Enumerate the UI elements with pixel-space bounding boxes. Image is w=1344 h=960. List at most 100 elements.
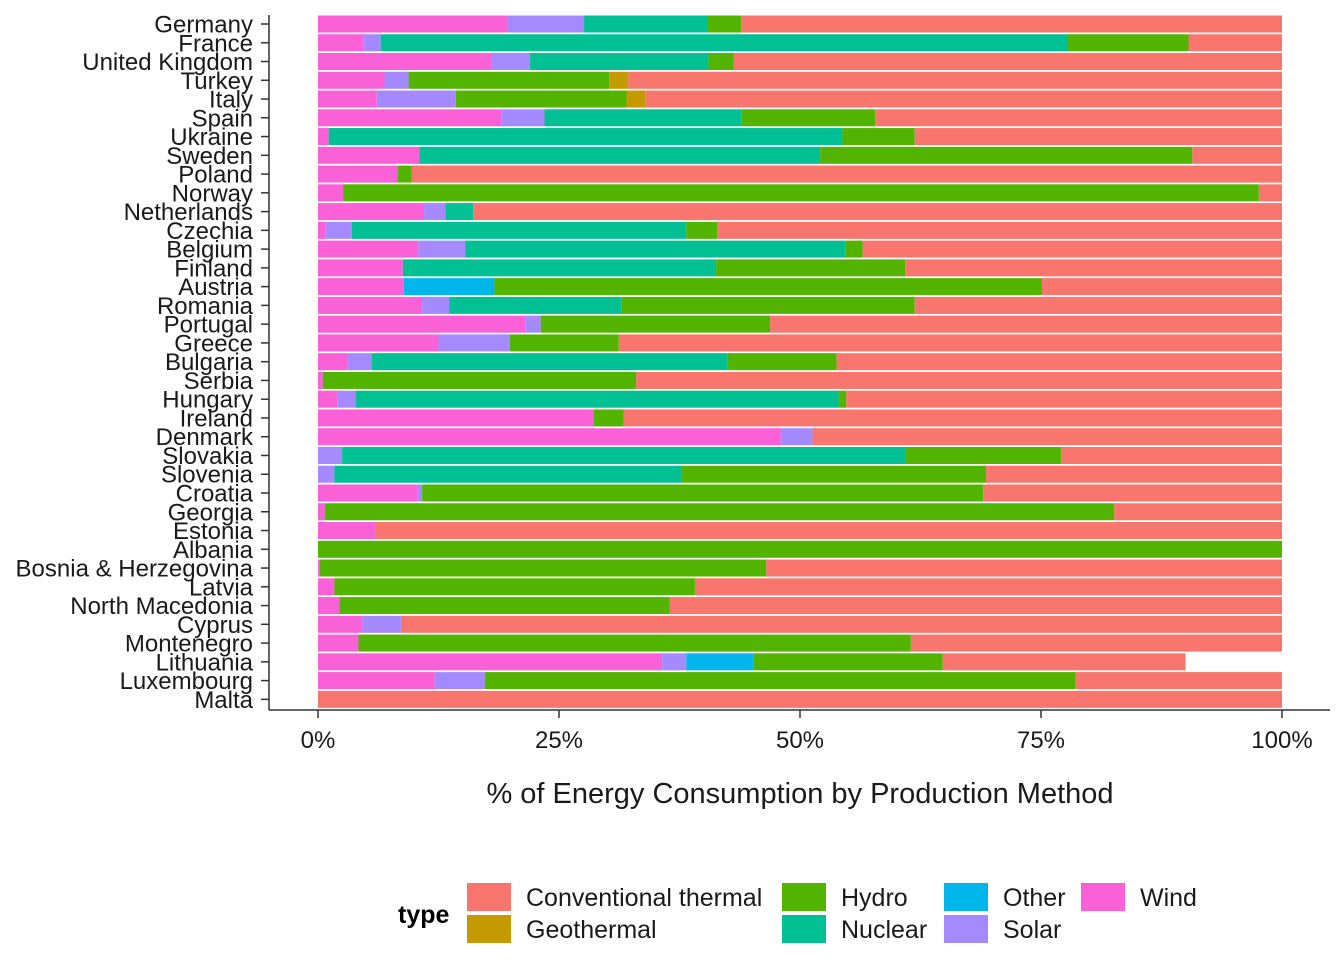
bar-segment-hydro — [686, 221, 718, 239]
y-tick-label: United Kingdom — [82, 49, 253, 76]
legend-label-nuclear: Nuclear — [841, 916, 927, 944]
bar-segment-hydro — [741, 109, 876, 127]
bar-segment-wind — [318, 371, 323, 389]
bar-segment-nuclear — [351, 221, 687, 239]
bar-segment-wind — [318, 109, 502, 127]
bar-segment-wind — [318, 34, 364, 52]
bar-segment-solar — [325, 221, 352, 239]
x-tick-label: 100% — [1251, 727, 1312, 754]
y-tick-label: Czechia — [166, 218, 253, 245]
bar-segment-hydro — [1067, 34, 1189, 52]
bar-segment-wind — [318, 559, 320, 577]
bar-segment-conventional-thermal — [910, 634, 1282, 652]
bar-segment-conventional-thermal — [645, 90, 1282, 108]
bar-segment-conventional-thermal — [694, 578, 1282, 596]
bar-segment-wind — [318, 90, 377, 108]
bar-segment-nuclear — [465, 240, 846, 258]
bar-segment-wind — [318, 259, 403, 277]
bar-segment-hydro — [318, 540, 1282, 558]
y-tick-label: Denmark — [156, 424, 254, 451]
y-tick-label: Italy — [209, 87, 253, 114]
bar-segment-conventional-thermal — [1075, 672, 1282, 690]
y-tick-label: Luxembourg — [120, 668, 253, 695]
bar-segment-wind — [318, 353, 348, 371]
bar-segment-hydro — [593, 409, 624, 427]
bar-segment-conventional-thermal — [1192, 146, 1282, 164]
y-tick-label: Ireland — [180, 405, 253, 432]
y-tick-label: Georgia — [168, 499, 254, 526]
bar-segment-conventional-thermal — [914, 296, 1282, 314]
bar-segment-nuclear — [380, 34, 1068, 52]
bar-segment-solar — [434, 672, 485, 690]
y-tick-label: Sweden — [166, 143, 253, 170]
legend-label-other: Other — [1003, 884, 1066, 912]
bar-segment-wind — [318, 390, 338, 408]
legend-swatch-nuclear — [782, 915, 826, 943]
bar-segment-conventional-thermal — [400, 615, 1282, 633]
bar-segment-solar — [506, 15, 585, 33]
bar-segment-nuclear — [342, 446, 906, 464]
bar-segment-solar — [318, 465, 335, 483]
bar-segment-conventional-thermal — [905, 259, 1282, 277]
bar-segment-solar — [424, 203, 446, 221]
bar-segment-nuclear — [530, 53, 709, 71]
bar-segment-solar — [318, 446, 343, 464]
legend-label-hydro: Hydro — [841, 884, 908, 912]
x-tick-label: 0% — [301, 727, 336, 754]
y-tick-label: North Macedonia — [70, 593, 253, 620]
bar-segment-conventional-thermal — [942, 653, 1186, 671]
bar-segment-conventional-thermal — [411, 165, 1282, 183]
bar-segment-wind — [318, 315, 526, 333]
bar-segment-conventional-thermal — [766, 559, 1282, 577]
bar-segment-conventional-thermal — [983, 484, 1282, 502]
bar-segment-wind — [318, 296, 423, 314]
bar-segment-hydro — [324, 503, 1115, 521]
y-tick-label: Latvia — [189, 574, 254, 601]
bar-segment-other — [403, 278, 495, 296]
y-tick-label: Turkey — [181, 68, 253, 95]
bar-segment-conventional-thermal — [628, 71, 1282, 89]
bar-segment-hydro — [845, 240, 863, 258]
y-tick-label: Montenegro — [125, 631, 253, 658]
bar-segment-solar — [422, 296, 450, 314]
legend-swatch-solar — [944, 915, 988, 943]
y-tick-label: Finland — [174, 255, 253, 282]
bar-segment-wind — [318, 240, 419, 258]
x-tick-label: 50% — [776, 727, 824, 754]
bar-segment-hydro — [334, 578, 695, 596]
legend-swatch-geothermal — [467, 915, 511, 943]
bar-segment-nuclear — [402, 259, 717, 277]
legend-label-wind: Wind — [1140, 884, 1197, 912]
x-axis-title: % of Energy Consumption by Production Me… — [486, 778, 1113, 810]
bar-segment-solar — [362, 615, 401, 633]
bar-segment-solar — [525, 315, 541, 333]
bar-segment-hydro — [343, 184, 1259, 202]
bar-segment-nuclear — [355, 390, 839, 408]
bar-segment-wind — [318, 578, 335, 596]
bar-segment-hydro — [358, 634, 911, 652]
bar-segment-hydro — [621, 296, 915, 314]
bar-segment-conventional-thermal — [1061, 446, 1282, 464]
y-tick-label: Bulgaria — [165, 349, 254, 376]
bar-segment-wind — [318, 615, 363, 633]
bar-segment-wind — [318, 522, 375, 540]
y-tick-label: Serbia — [184, 368, 254, 395]
bar-segment-conventional-thermal — [318, 690, 1282, 708]
bar-segment-hydro — [753, 653, 943, 671]
bar-segment-conventional-thermal — [875, 109, 1282, 127]
bar-segment-nuclear — [449, 296, 622, 314]
x-tick-label: 25% — [535, 727, 583, 754]
y-tick-label: Belgium — [166, 237, 253, 264]
y-axis — [261, 15, 270, 710]
legend-swatch-other — [944, 883, 988, 911]
bar-segment-conventional-thermal — [717, 221, 1282, 239]
y-tick-label: Austria — [178, 274, 253, 301]
legend-title: type — [398, 901, 450, 929]
bar-segment-solar — [384, 71, 409, 89]
bar-segment-conventional-thermal — [618, 334, 1282, 352]
bar-segment-hydro — [905, 446, 1062, 464]
bar-segment-wind — [318, 184, 344, 202]
bar-segment-nuclear — [419, 146, 821, 164]
y-tick-label: Poland — [178, 162, 253, 189]
